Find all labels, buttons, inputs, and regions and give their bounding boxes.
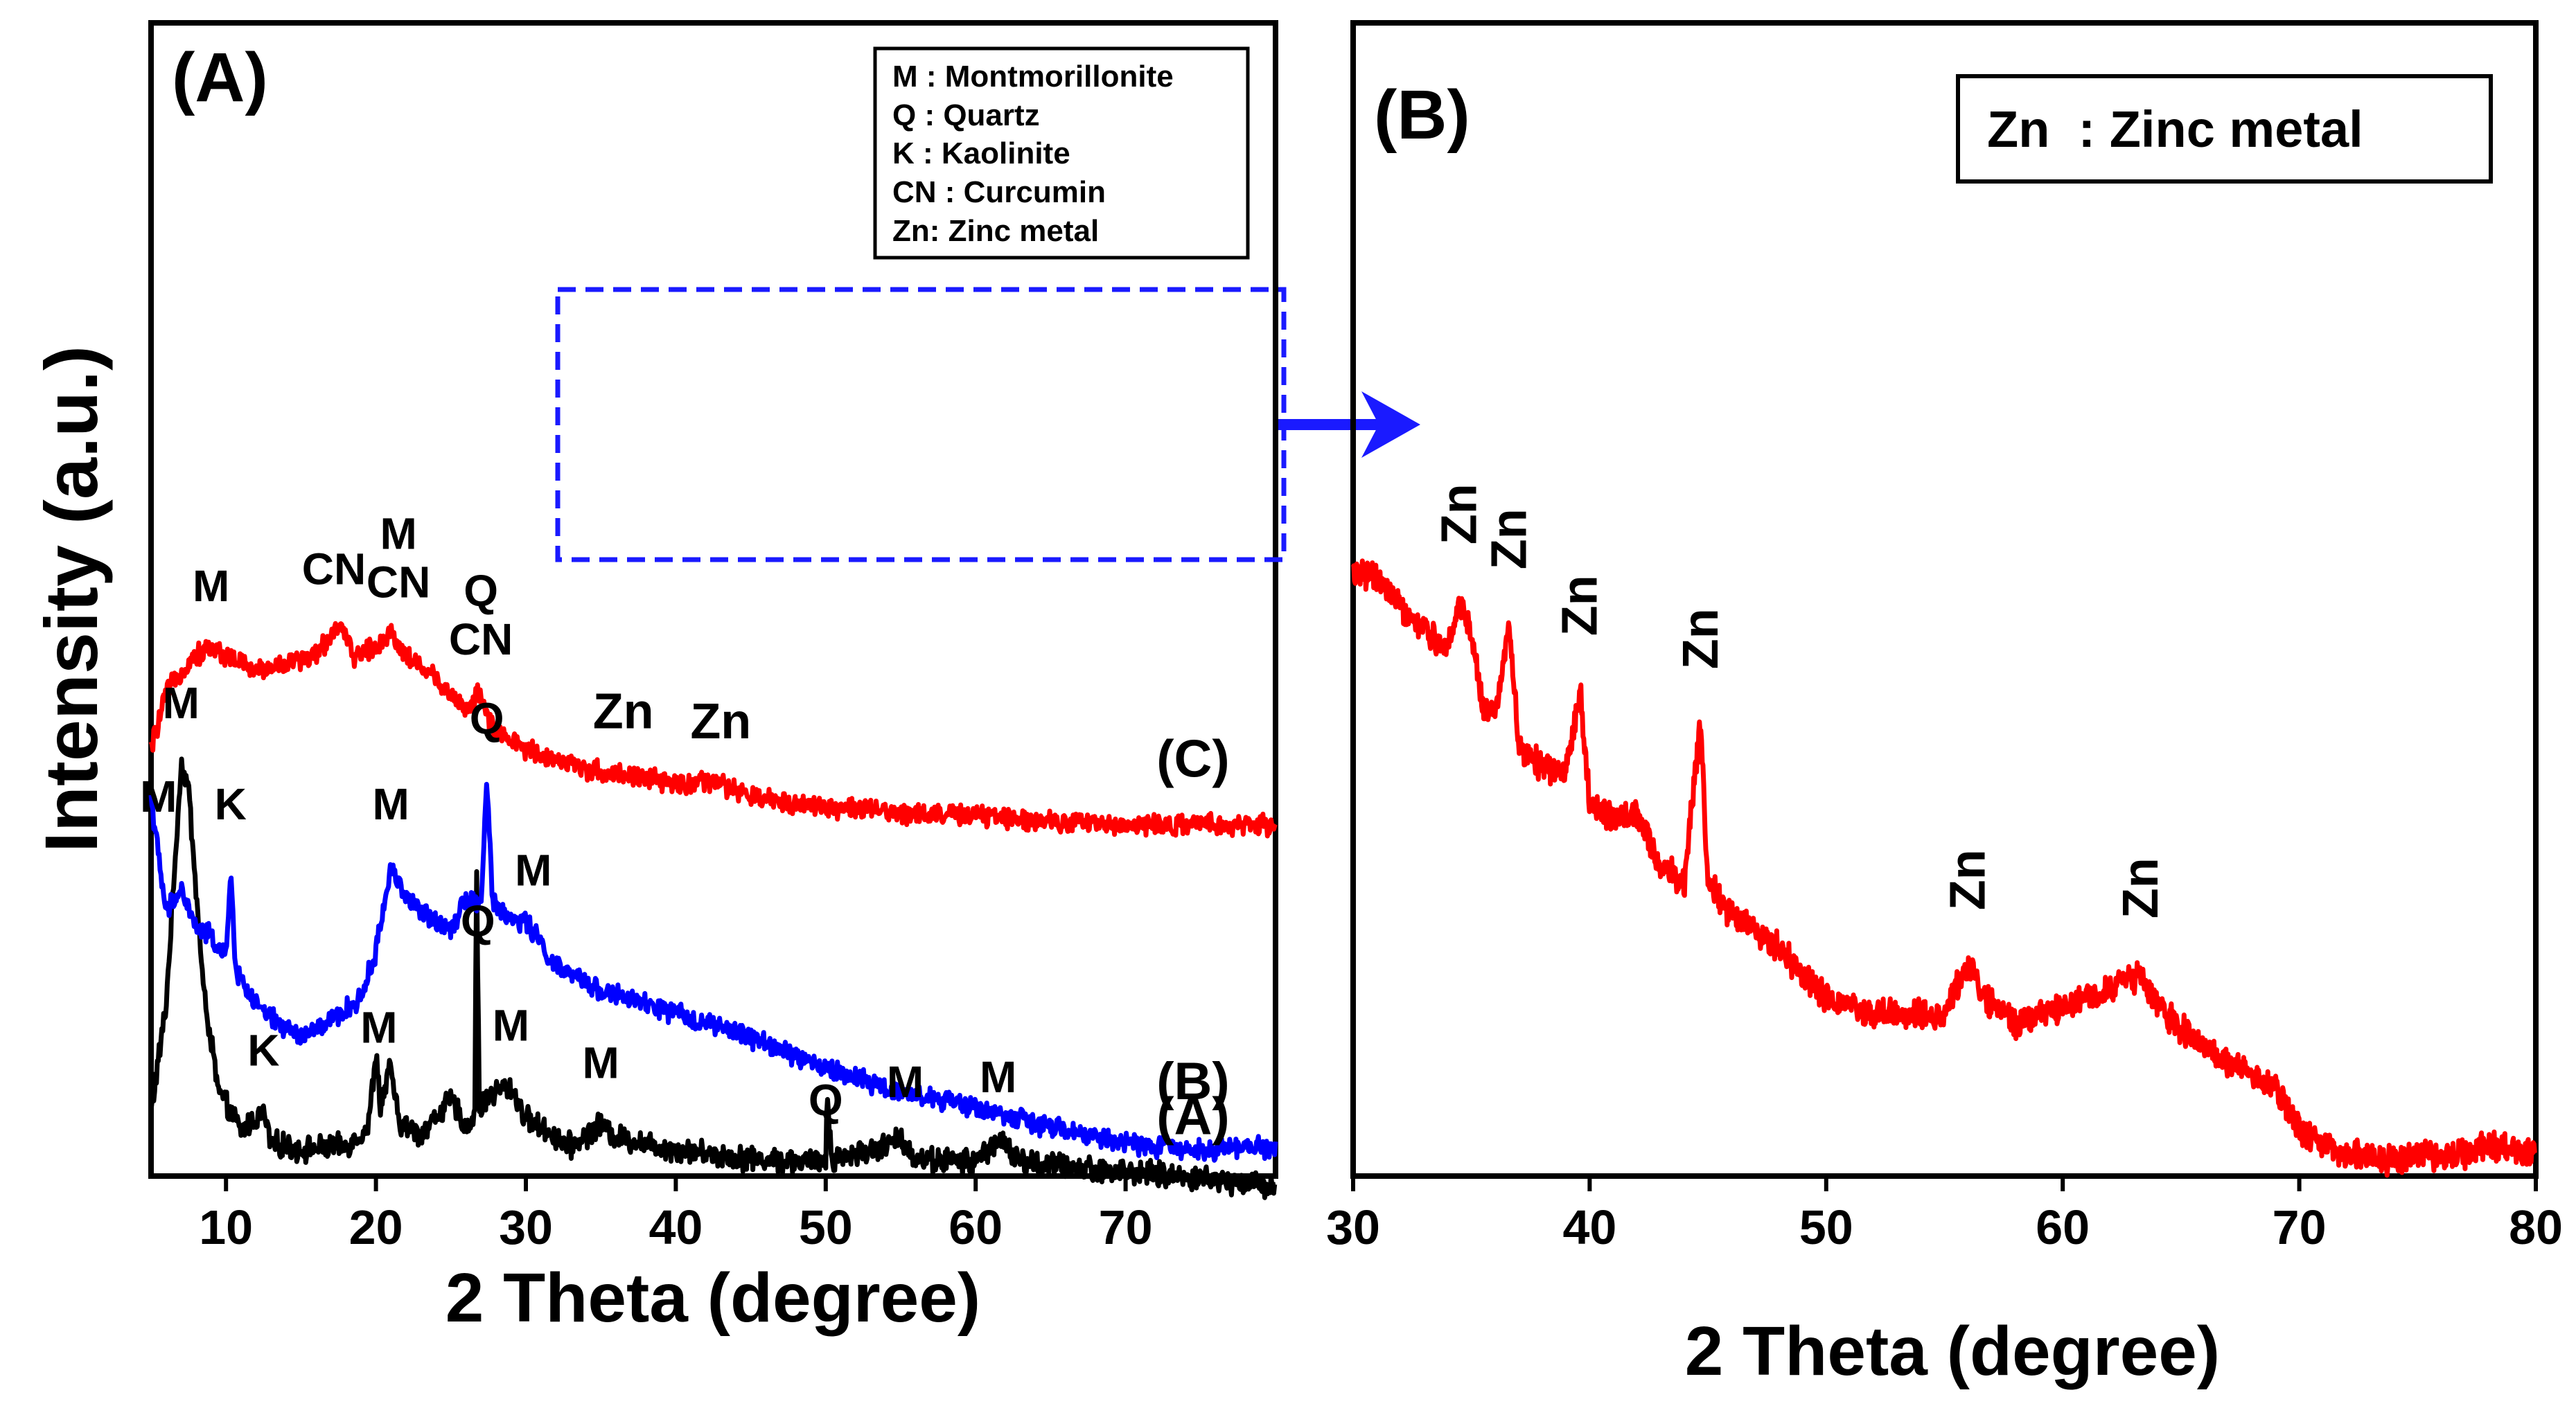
series-line--b- <box>148 781 1278 1163</box>
legend-entry-quartz: Q : Quartz <box>892 98 1040 132</box>
panel-b-frame <box>1350 20 2539 1179</box>
peak-label: M <box>193 561 229 611</box>
peak-label: M <box>493 1001 529 1051</box>
panel-b-label: (B) <box>1374 76 1470 154</box>
legend-entry-montmorillonite: M : Montmorillonite <box>892 60 1174 94</box>
peak-label: Zn <box>1481 508 1537 569</box>
series-line--a- <box>148 756 1278 1200</box>
peak-label: K <box>247 1026 279 1076</box>
x-tick-label: 30 <box>1326 1200 1380 1254</box>
zoom-arrow <box>1278 391 1420 458</box>
peak-label: Zn <box>1673 608 1729 669</box>
legend-entry-zinc-metal: Zn: Zinc metal <box>892 214 1099 248</box>
x-tick-label: 10 <box>199 1200 253 1254</box>
peak-label: CN <box>302 544 366 594</box>
series-line--c- <box>148 621 1278 839</box>
trace-label: (C) <box>1156 730 1230 789</box>
zoom-arrow-head <box>1361 391 1420 458</box>
panel-a-trace-labels: (A)(B) (C) <box>1156 730 1230 1146</box>
x-tick-label: 30 <box>499 1200 553 1254</box>
peak-label: M <box>515 846 552 896</box>
peak-label: CN <box>367 557 430 607</box>
panel-a-legend-box <box>873 46 1250 260</box>
peak-label: M <box>583 1038 619 1088</box>
peak-label: Q <box>461 896 495 946</box>
peak-label: Zn <box>1553 575 1608 636</box>
x-tick-label: 50 <box>799 1200 853 1254</box>
trace-label: (B) <box>1156 1052 1230 1111</box>
panel-b-x-axis-title: 2 Theta (degree) <box>1685 1312 2220 1390</box>
peak-label: M <box>140 772 177 821</box>
peak-label: Zn <box>1432 483 1488 544</box>
x-tick-label: 20 <box>349 1200 403 1254</box>
legend-entry-zinc-metal-b: Zn : Zinc metal <box>1987 100 2363 158</box>
peak-label: Zn <box>593 684 654 739</box>
series-line--c-zoom <box>1350 558 2537 1178</box>
panel-a-series <box>148 621 1278 1200</box>
peak-label: Zn <box>1941 849 1996 910</box>
peak-label: M <box>380 508 416 558</box>
x-tick-label: 40 <box>649 1200 703 1254</box>
peak-label: M <box>373 779 409 829</box>
peak-label: Zn <box>2113 857 2169 918</box>
y-axis-title: Intensity (a.u.) <box>29 346 113 853</box>
inset-region-box <box>555 287 1287 562</box>
panel-a-frame <box>148 20 1278 1179</box>
peak-label: CN <box>449 614 513 664</box>
panel-a-label: (A) <box>172 39 268 116</box>
panel-b-legend-box <box>1956 74 2493 184</box>
panel-a-x-axis-title: 2 Theta (degree) <box>445 1259 980 1337</box>
x-tick-label: 60 <box>2036 1200 2090 1254</box>
panel-a: (A) M : Montmorillonite Q : Quartz K : K… <box>29 20 1287 1337</box>
x-tick-label: 60 <box>949 1200 1003 1254</box>
peak-label: M <box>980 1052 1016 1102</box>
peak-label: M <box>887 1057 924 1107</box>
peak-label: Q <box>809 1076 843 1125</box>
panel-b-x-ticks: 30 40 50 60 70 80 <box>1326 1176 2563 1254</box>
x-tick-label: 50 <box>1799 1200 1853 1254</box>
peak-label: Q <box>470 693 504 743</box>
peak-label: M <box>360 1003 397 1053</box>
legend-entry-curcumin: CN : Curcumin <box>892 175 1106 209</box>
panel-a-legend: M : Montmorillonite Q : Quartz K : Kaoli… <box>873 46 1250 260</box>
panel-b-legend: Zn : Zinc metal <box>1956 74 2493 184</box>
panel-a-x-ticks: 10 20 30 40 50 60 70 <box>199 1176 1153 1254</box>
x-tick-label: 70 <box>2273 1200 2327 1254</box>
peak-label: M <box>163 678 200 728</box>
peak-label: K <box>215 779 247 829</box>
peak-label: Q <box>464 566 498 616</box>
trace-label: (A) <box>1156 1087 1230 1146</box>
x-tick-label: 70 <box>1099 1200 1153 1254</box>
panel-b-series <box>1350 558 2537 1178</box>
peak-label: Zn <box>690 694 751 749</box>
x-tick-label: 80 <box>2509 1200 2563 1254</box>
legend-entry-kaolinite: K : Kaolinite <box>892 136 1070 170</box>
x-tick-label: 40 <box>1562 1200 1616 1254</box>
